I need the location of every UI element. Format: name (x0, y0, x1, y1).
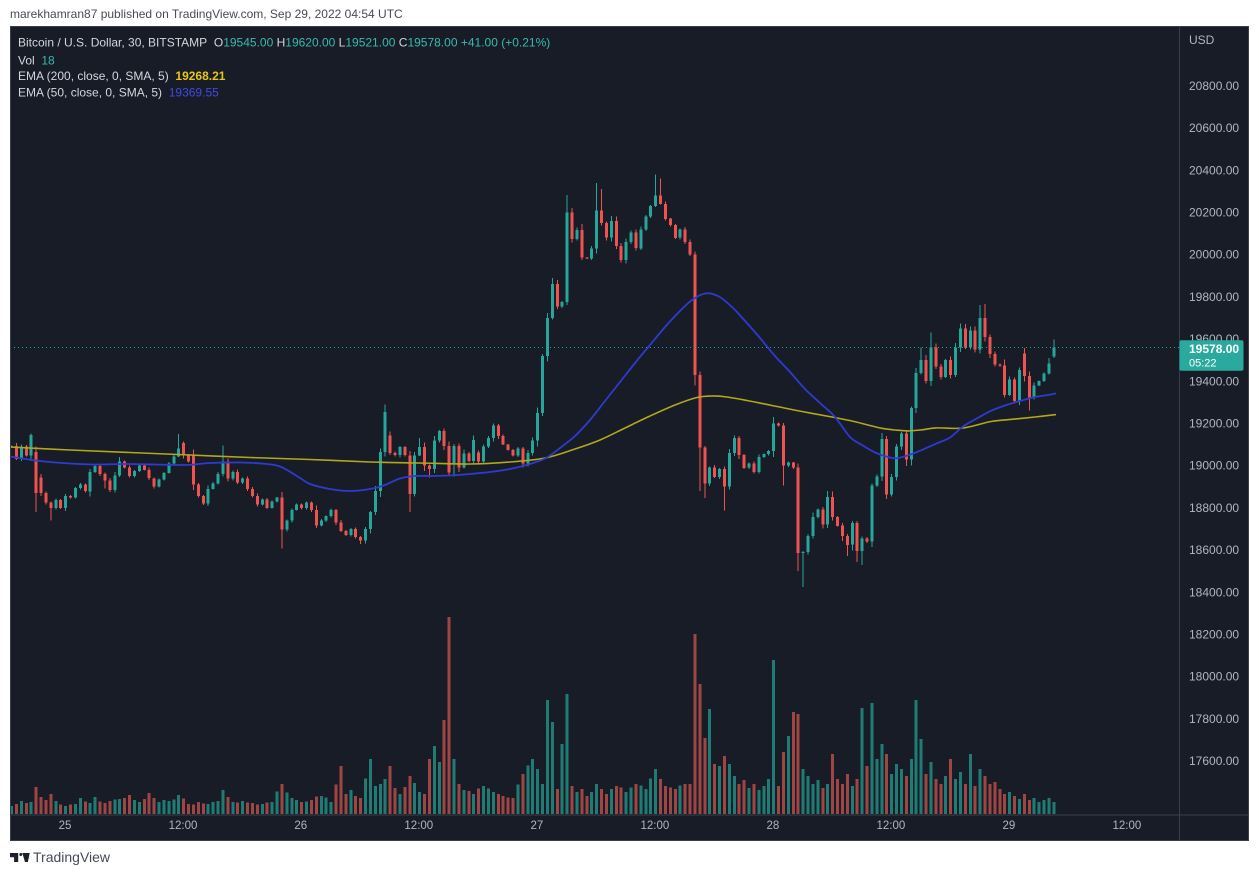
svg-text:Bitcoin / U.S. Dollar, 30, BIT: Bitcoin / U.S. Dollar, 30, BITSTAMP O195… (18, 36, 550, 50)
svg-text:26: 26 (294, 820, 307, 832)
svg-text:18400.00: 18400.00 (1189, 585, 1239, 599)
svg-text:20600.00: 20600.00 (1189, 121, 1239, 135)
svg-text:17600.00: 17600.00 (1189, 754, 1239, 768)
svg-text:20000.00: 20000.00 (1189, 248, 1239, 262)
svg-text:05:22: 05:22 (1189, 358, 1217, 370)
svg-text:12:00: 12:00 (641, 820, 670, 832)
svg-text:25: 25 (59, 820, 72, 832)
svg-text:12:00: 12:00 (877, 820, 906, 832)
svg-text:28: 28 (767, 820, 780, 832)
svg-text:Vol 18: Vol 18 (18, 53, 55, 67)
svg-text:18000.00: 18000.00 (1189, 670, 1239, 684)
svg-text:17800.00: 17800.00 (1189, 712, 1239, 726)
svg-text:20800.00: 20800.00 (1189, 79, 1239, 93)
svg-text:19400.00: 19400.00 (1189, 374, 1239, 388)
svg-text:18600.00: 18600.00 (1189, 543, 1239, 557)
svg-text:12:00: 12:00 (169, 820, 198, 832)
svg-text:19200.00: 19200.00 (1189, 417, 1239, 431)
svg-text:18200.00: 18200.00 (1189, 628, 1239, 642)
svg-text:12:00: 12:00 (404, 820, 433, 832)
svg-text:19578.00: 19578.00 (1189, 342, 1239, 356)
svg-text:USD: USD (1189, 33, 1215, 47)
svg-text:EMA (200, close, 0, SMA, 5) 1: EMA (200, close, 0, SMA, 5) 19268.21 (18, 69, 226, 83)
svg-text:12:00: 12:00 (1113, 820, 1142, 832)
svg-text:19000.00: 19000.00 (1189, 459, 1239, 473)
svg-text:EMA (50, close, 0, SMA, 5) 19: EMA (50, close, 0, SMA, 5) 19369.55 (18, 85, 219, 99)
svg-text:27: 27 (531, 820, 544, 832)
svg-text:19800.00: 19800.00 (1189, 290, 1239, 304)
svg-text:20400.00: 20400.00 (1189, 163, 1239, 177)
svg-text:18800.00: 18800.00 (1189, 501, 1239, 515)
svg-text:29: 29 (1003, 820, 1016, 832)
svg-text:20200.00: 20200.00 (1189, 206, 1239, 220)
